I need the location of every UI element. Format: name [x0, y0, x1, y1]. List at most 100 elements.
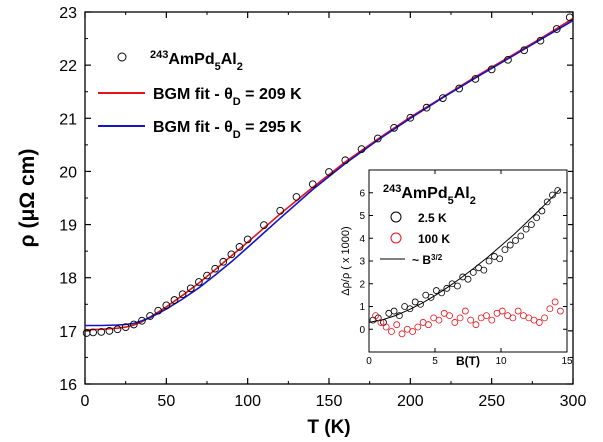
inset-legend: 243AmPd5Al2 2.5 K 100 K ~ B3/2 [380, 183, 476, 267]
data-point [520, 46, 529, 55]
y-tick-label: 16 [59, 377, 77, 394]
inset-data-point [535, 319, 543, 326]
y-tick-label: 20 [59, 164, 77, 181]
inset-data-point [377, 319, 385, 326]
inset-data-point [472, 321, 480, 329]
x-tick-label: 0 [81, 393, 90, 410]
data-point [97, 328, 106, 336]
inset-background [368, 169, 568, 353]
legend-label-fit: BGM fit - θD = 209 K [153, 86, 302, 108]
inset-data-point [483, 312, 490, 320]
main-series-marks [82, 13, 574, 337]
data-point [292, 193, 301, 201]
data-point [235, 243, 244, 251]
y-tick-label: 23 [59, 5, 77, 22]
data-point [129, 320, 138, 329]
data-point [552, 25, 561, 33]
data-point [178, 290, 187, 299]
inset-legend-label: 100 K [418, 232, 450, 246]
data-point [487, 65, 496, 74]
data-point [390, 124, 398, 132]
data-point [406, 113, 415, 122]
inset-data-point [398, 330, 406, 338]
x-tick-label: 100 [234, 393, 261, 410]
inset-data-point [488, 316, 496, 324]
inset-legend-marker [390, 232, 402, 244]
inset-data-point [549, 191, 556, 199]
inset-data-point [551, 298, 559, 306]
inset-data-point [417, 300, 424, 308]
inset-data-point [382, 323, 390, 331]
legend-marker-circle [117, 52, 127, 62]
inset-data-point [461, 307, 469, 315]
x-axis-label: T (K) [307, 417, 350, 438]
inset-y-tick-label: 1 [359, 302, 365, 313]
inset-x-tick-label: 0 [366, 356, 372, 367]
inset-data-point [435, 316, 443, 324]
inset-y-tick-label: 6 [359, 188, 365, 199]
inset-data-point [527, 221, 535, 229]
data-point [243, 235, 252, 244]
fit-curve [85, 19, 574, 327]
inset-data-point [496, 255, 504, 263]
inset-plot: 0 5 10 15 0 1 2 3 4 5 6 243AmPd5Al2 2.5 K 100 K ~ B3/… [340, 169, 573, 368]
data-point [536, 36, 545, 45]
data-point [203, 271, 211, 280]
data-point [113, 325, 122, 334]
inset-data-point [446, 312, 453, 320]
inset-data-point [390, 307, 398, 315]
inset-data-point [372, 312, 380, 320]
x-tick-label: 150 [316, 393, 343, 410]
inset-data-point [427, 293, 435, 301]
y-axis-label: ρ (μΩ cm) [16, 149, 39, 248]
inset-data-point [557, 307, 564, 315]
inset-y-axis-label: Δρ/ρ ( x 1000) [340, 226, 352, 295]
inset-x-tick-label: 5 [432, 356, 438, 367]
inset-x-tick-label: 15 [561, 356, 573, 367]
data-point [170, 296, 179, 304]
inset-data-point [522, 225, 530, 233]
inset-data-point [454, 282, 461, 290]
data-point [357, 145, 366, 153]
inset-legend-label: ~ B3/2 [412, 253, 443, 268]
data-point [422, 103, 431, 112]
data-point [260, 221, 268, 229]
inset-data-point [414, 323, 422, 331]
data-point [105, 327, 114, 335]
inset-data-point [406, 305, 414, 313]
data-point [146, 312, 154, 320]
data-point [121, 323, 130, 331]
inset-data-point [498, 307, 506, 315]
data-point [373, 134, 382, 143]
data-point [341, 156, 350, 165]
y-tick-label: 22 [59, 58, 77, 75]
inset-axes: 0 5 10 15 0 1 2 3 4 5 6 [359, 170, 573, 367]
main-legend: 243AmPd5Al2 BGM fit - θD = 209 K BGM fit -… [98, 49, 302, 141]
y-tick-label: 19 [59, 218, 77, 235]
data-point [219, 257, 228, 266]
data-point [227, 250, 236, 259]
inset-x-tick-label: 10 [495, 356, 507, 367]
inset-data-point [424, 321, 432, 329]
inset-data-point [469, 268, 477, 276]
inset-data-point [517, 232, 525, 240]
legend-label-fit: BGM fit - θD = 295 K [153, 119, 302, 141]
legend-label-sample: 243AmPd5Al2 [150, 49, 243, 73]
x-tick-label: 250 [478, 393, 505, 410]
data-point [138, 316, 146, 325]
inset-y-tick-label: 2 [359, 279, 365, 290]
data-point [89, 328, 97, 337]
inset-series-marks [368, 187, 564, 338]
inset-title: 243AmPd5Al2 [383, 183, 476, 207]
inset-y-tick-label: 0 [359, 325, 365, 336]
inset-data-point [554, 187, 562, 194]
inset-data-point [538, 207, 546, 215]
inset-y-tick-label: 3 [359, 257, 365, 268]
inset-y-tick-label: 5 [359, 211, 365, 222]
inset-data-point [395, 312, 403, 320]
y-tick-label: 21 [59, 111, 77, 128]
data-point [154, 306, 163, 315]
